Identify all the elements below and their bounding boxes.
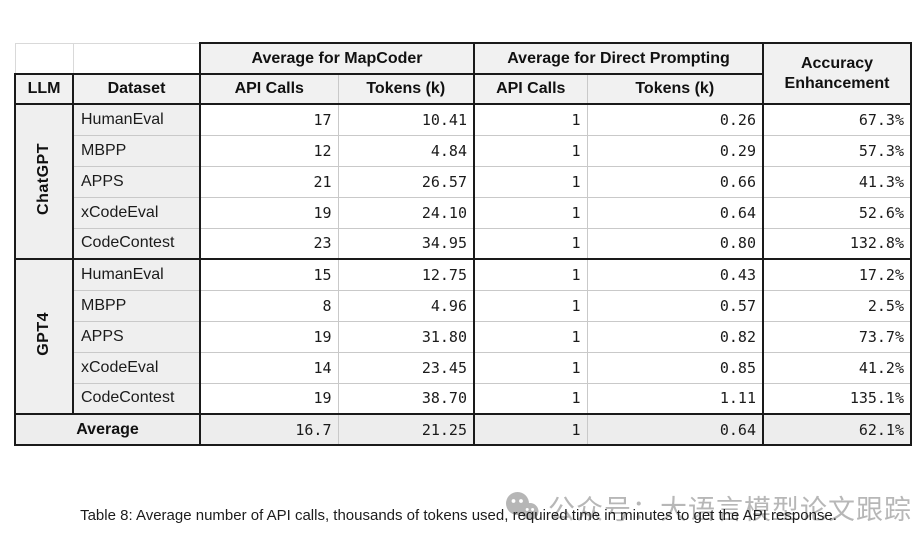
dataset-cell: APPS — [72, 320, 201, 353]
accuracy-cell: 135.1% — [762, 382, 912, 415]
mc-tokens-average: 21.25 — [337, 413, 475, 446]
dp-tokens-cell: 0.26 — [586, 103, 764, 136]
dataset-cell: CodeContest — [72, 227, 201, 260]
dp-api-calls-cell: 1 — [473, 289, 588, 322]
accuracy-cell: 17.2% — [762, 258, 912, 291]
blank-cell — [14, 42, 74, 74]
dataset-cell: HumanEval — [72, 258, 201, 291]
col-header-api-calls: API Calls — [199, 73, 339, 105]
mc-tokens-cell: 31.80 — [337, 320, 475, 353]
group-header-row: Average for MapCoder Average for Direct … — [14, 42, 912, 105]
results-table: Average for MapCoder Average for Direct … — [14, 42, 912, 446]
mc-api-calls-cell: 12 — [199, 134, 339, 167]
dp-tokens-cell: 0.64 — [586, 196, 764, 229]
dp-api-calls-cell: 1 — [473, 227, 588, 260]
dataset-cell: CodeContest — [72, 382, 201, 415]
table-row: xCodeEval 19 24.10 1 0.64 52.6% — [15, 196, 912, 229]
dp-tokens-cell: 0.66 — [586, 165, 764, 198]
accuracy-cell: 132.8% — [762, 227, 912, 260]
column-header-row: LLM Dataset API Calls Tokens (k) API Cal… — [14, 73, 911, 105]
mc-tokens-cell: 4.96 — [337, 289, 475, 322]
mc-tokens-cell: 26.57 — [337, 165, 475, 198]
mc-api-calls-cell: 19 — [199, 320, 339, 353]
dataset-cell: MBPP — [72, 289, 201, 322]
col-header-tokens: Tokens (k) — [337, 73, 475, 105]
col-header-tokens: Tokens (k) — [586, 73, 764, 105]
mc-tokens-cell: 24.10 — [337, 196, 475, 229]
mc-api-calls-cell: 19 — [199, 196, 339, 229]
llm-group-label-text: ChatGPT — [35, 143, 52, 215]
table-row: CodeContest 23 34.95 1 0.80 132.8% — [15, 227, 912, 260]
mc-tokens-cell: 34.95 — [337, 227, 475, 260]
dp-api-calls-cell: 1 — [473, 134, 588, 167]
accuracy-cell: 57.3% — [762, 134, 912, 167]
mc-api-calls-cell: 19 — [199, 382, 339, 415]
mc-tokens-cell: 10.41 — [337, 103, 475, 136]
dp-tokens-cell: 0.43 — [586, 258, 764, 291]
accuracy-cell: 2.5% — [762, 289, 912, 322]
mc-api-calls-cell: 21 — [199, 165, 339, 198]
dp-api-calls-cell: 1 — [473, 196, 588, 229]
dataset-cell: APPS — [72, 165, 201, 198]
dataset-cell: xCodeEval — [72, 196, 201, 229]
mc-api-calls-cell: 23 — [199, 227, 339, 260]
dp-tokens-cell: 0.85 — [586, 351, 764, 384]
dp-api-calls-average: 1 — [473, 413, 588, 446]
dp-api-calls-cell: 1 — [473, 258, 588, 291]
dp-tokens-average: 0.64 — [586, 413, 764, 446]
table-row: MBPP 12 4.84 1 0.29 57.3% — [15, 134, 912, 167]
table-row: ChatGPT HumanEval 17 10.41 1 0.26 67.3% — [14, 103, 912, 260]
mc-tokens-cell: 4.84 — [337, 134, 475, 167]
average-label: Average — [14, 413, 201, 446]
table-row: APPS 19 31.80 1 0.82 73.7% — [15, 320, 912, 353]
col-header-llm: LLM — [14, 73, 74, 105]
dp-tokens-cell: 1.11 — [586, 382, 764, 415]
accuracy-cell: 52.6% — [762, 196, 912, 229]
average-row: Average 16.7 21.25 1 0.64 62.1% — [14, 413, 912, 446]
mc-tokens-cell: 12.75 — [337, 258, 475, 291]
table-row: xCodeEval 14 23.45 1 0.85 41.2% — [15, 351, 912, 384]
accuracy-average: 62.1% — [762, 413, 912, 446]
dp-tokens-cell: 0.80 — [586, 227, 764, 260]
dp-api-calls-cell: 1 — [473, 351, 588, 384]
mc-api-calls-cell: 8 — [199, 289, 339, 322]
mc-api-calls-cell: 17 — [199, 103, 339, 136]
table-row: MBPP 8 4.96 1 0.57 2.5% — [15, 289, 912, 322]
dataset-cell: MBPP — [72, 134, 201, 167]
dp-tokens-cell: 0.82 — [586, 320, 764, 353]
dp-api-calls-cell: 1 — [473, 320, 588, 353]
table-row: APPS 21 26.57 1 0.66 41.3% — [15, 165, 912, 198]
llm-group-label-gpt4: GPT4 — [14, 258, 74, 415]
group-header-mapcoder: Average for MapCoder — [199, 42, 475, 75]
accuracy-cell: 41.3% — [762, 165, 912, 198]
accuracy-cell: 41.2% — [762, 351, 912, 384]
group-header-direct-prompting: Average for Direct Prompting — [473, 42, 764, 75]
col-header-api-calls: API Calls — [473, 73, 588, 105]
llm-group-label-text: GPT4 — [35, 312, 52, 356]
table-caption: Table 8: Average number of API calls, th… — [80, 507, 837, 524]
dp-api-calls-cell: 1 — [473, 382, 588, 415]
llm-group-label-chatgpt: ChatGPT — [14, 103, 74, 260]
mc-tokens-cell: 38.70 — [337, 382, 475, 415]
table-row: GPT4 HumanEval 15 12.75 1 0.43 17.2% — [14, 258, 912, 415]
blank-cell — [72, 42, 201, 74]
mc-tokens-cell: 23.45 — [337, 351, 475, 384]
mc-api-calls-average: 16.7 — [199, 413, 339, 446]
col-header-dataset: Dataset — [72, 73, 201, 105]
dataset-cell: xCodeEval — [72, 351, 201, 384]
dp-tokens-cell: 0.57 — [586, 289, 764, 322]
accuracy-cell: 67.3% — [762, 103, 912, 136]
table-row: CodeContest 19 38.70 1 1.11 135.1% — [15, 382, 912, 415]
mc-api-calls-cell: 14 — [199, 351, 339, 384]
dp-tokens-cell: 0.29 — [586, 134, 764, 167]
dp-api-calls-cell: 1 — [473, 103, 588, 136]
accuracy-cell: 73.7% — [762, 320, 912, 353]
mc-api-calls-cell: 15 — [199, 258, 339, 291]
dataset-cell: HumanEval — [72, 103, 201, 136]
dp-api-calls-cell: 1 — [473, 165, 588, 198]
group-header-accuracy: Accuracy Enhancement — [762, 42, 912, 105]
